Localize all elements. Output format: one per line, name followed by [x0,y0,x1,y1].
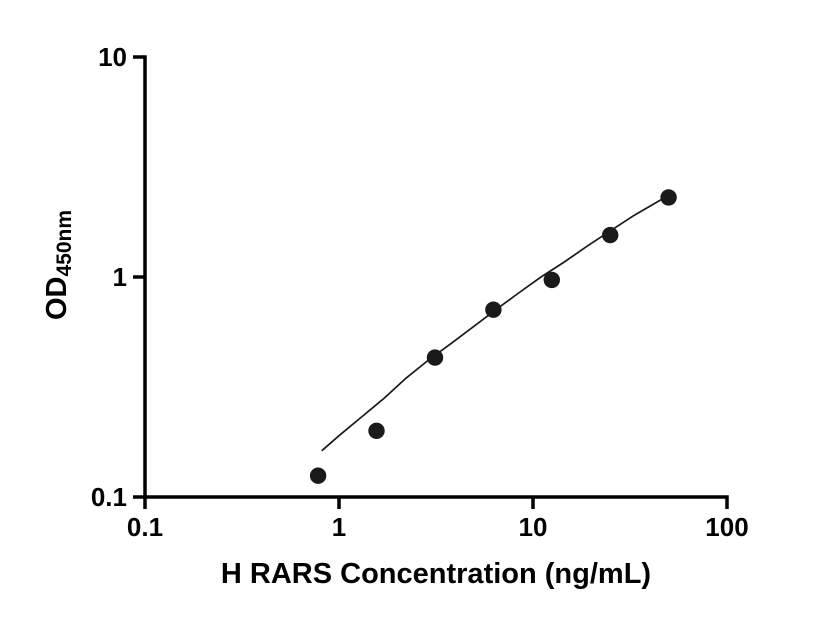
y-axis-title: OD450nm [37,145,77,385]
x-tick-label: 10 [519,512,548,542]
y-tick-label: 10 [98,42,127,72]
x-tick-label: 0.1 [127,512,163,542]
axes [143,55,729,499]
data-point [485,301,502,318]
data-point [368,422,385,439]
data-point [426,349,444,366]
y-axis-title-main: OD [41,276,73,321]
data-point [602,226,619,244]
data-point [660,189,677,206]
y-tick-label: 0.1 [91,482,127,512]
x-tick-label: 100 [705,512,748,542]
data-point [309,467,327,484]
data-point [543,271,560,289]
x-axis-title: H RARS Concentration (ng/mL) [220,558,652,590]
y-tick-label: 1 [113,262,127,292]
x-tick-label: 1 [332,512,346,542]
y-axis-title-sub: 450nm [53,209,76,277]
